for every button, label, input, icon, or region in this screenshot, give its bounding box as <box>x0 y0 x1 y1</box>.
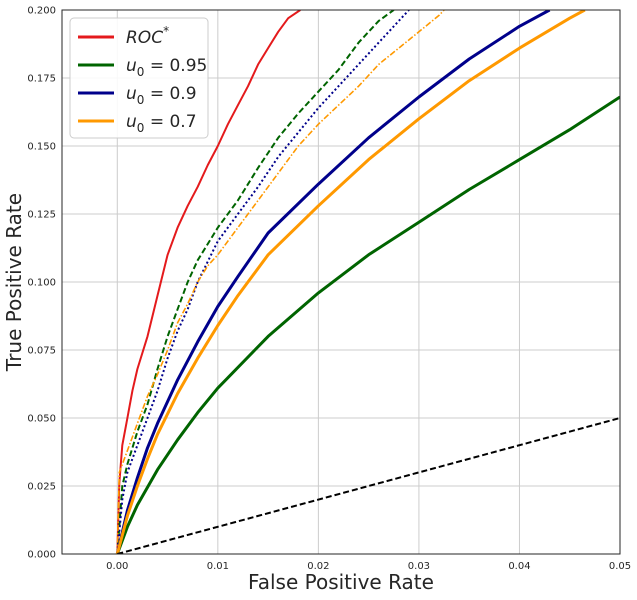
y-tick-label: 0.100 <box>27 278 56 289</box>
series-line-chance <box>117 417 620 554</box>
y-tick-labels: 0.000 0.025 0.050 0.075 0.100 0.125 0.150 0.175… <box>27 6 56 561</box>
legend-label: ROC* <box>126 24 169 48</box>
series-line-roc- <box>116 10 301 554</box>
x-axis-title: False Positive Rate <box>248 570 434 594</box>
series-line-u0-0-7-empirical- <box>116 10 445 554</box>
y-tick-label: 0.025 <box>27 482 56 493</box>
series-line-u0-0-95 <box>115 95 620 554</box>
y-tick-label: 0.000 <box>27 550 56 561</box>
y-tick-label: 0.175 <box>27 74 56 85</box>
x-tick-label: 0.04 <box>508 561 530 572</box>
x-tick-label: 0.01 <box>207 561 229 572</box>
y-axis-title: True Positive Rate <box>2 193 26 372</box>
y-tick-label: 0.050 <box>27 414 56 425</box>
legend-label: u0 = 0.95 <box>126 56 207 79</box>
series-layer <box>115 10 620 554</box>
plot-frame <box>61 9 621 555</box>
y-tick-label: 0.150 <box>27 142 56 153</box>
x-tick-label: 0.02 <box>307 561 329 572</box>
series-line-u0-0-7 <box>115 10 586 554</box>
x-tick-label: 0.00 <box>106 561 128 572</box>
y-tick-label: 0.075 <box>27 346 56 357</box>
series-line-u0-0-95-empirical- <box>116 10 395 554</box>
legend-label: u0 = 0.9 <box>126 84 197 107</box>
legend-box <box>69 17 209 139</box>
x-tick-labels: 0.00 0.01 0.02 0.03 0.04 0.05 <box>106 561 631 572</box>
y-tick-label: 0.125 <box>27 210 56 221</box>
y-tick-label: 0.200 <box>27 6 56 17</box>
series-line-u0-0-9 <box>115 10 551 554</box>
x-tick-label: 0.03 <box>408 561 430 572</box>
legend-label: u0 = 0.7 <box>126 112 197 135</box>
legend: ROC* u0 = 0.95 u0 = 0.9 u0 = 0.7 <box>69 17 209 139</box>
x-tick-label: 0.05 <box>609 561 631 572</box>
